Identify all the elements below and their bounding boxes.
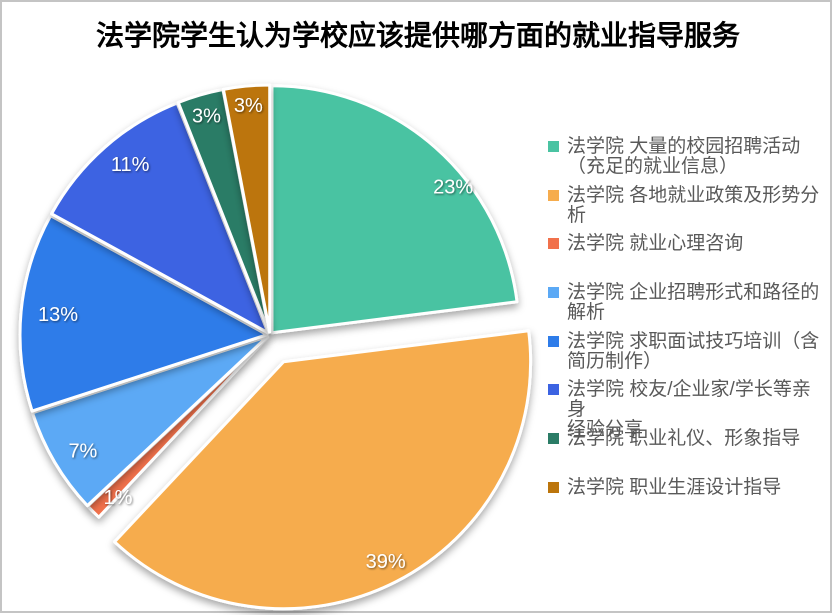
pie-slices-group	[18, 83, 533, 611]
pie-slice-labels-group: 23% 39% 1% 7% 13% 11% 3% 3%	[38, 95, 473, 573]
pie-slice[interactable]	[270, 84, 519, 335]
pie-slice-percent-label: 1%	[104, 487, 133, 509]
legend-label: 法学院 各地就业政策及形势分析	[567, 184, 820, 226]
legend-marker-icon	[548, 335, 559, 347]
pie-slice[interactable]	[113, 329, 533, 611]
pie-slice[interactable]	[221, 83, 272, 334]
legend: 法学院 大量的校园招聘活动 （充足的就业信息） 法学院 各地就业政策及形势分析法学院…	[548, 137, 820, 527]
pie-slice-percent-label: 7%	[68, 440, 97, 462]
legend-marker-icon	[548, 433, 559, 445]
legend-marker-icon	[548, 189, 559, 201]
legend-item[interactable]: 法学院 校友/企业家/学长等亲身 经验分享	[548, 380, 820, 440]
legend-marker-icon	[548, 481, 559, 493]
legend-label: 法学院 求职面试技巧培训（含 简历制作）	[567, 330, 820, 372]
legend-item[interactable]: 法学院 就业心理咨询	[548, 234, 820, 283]
legend-label: 法学院 大量的校园招聘活动 （充足的就业信息）	[567, 136, 801, 177]
legend-marker-icon	[548, 384, 559, 396]
legend-item[interactable]: 法学院 各地就业政策及形势分析	[548, 184, 820, 235]
legend-label: 法学院 职业礼仪、形象指导	[567, 428, 801, 450]
legend-item[interactable]: 法学院 职业礼仪、形象指导	[548, 429, 820, 478]
pie-slice-percent-label: 39%	[366, 551, 406, 573]
pie-slice[interactable]	[50, 101, 270, 335]
pie-slice-percent-label: 23%	[433, 177, 473, 199]
legend-label: 法学院 校友/企业家/学长等亲身 经验分享	[567, 379, 811, 441]
legend-marker-icon	[548, 141, 559, 152]
legend-item[interactable]: 法学院 求职面试技巧培训（含 简历制作）	[548, 330, 820, 381]
pie-slice-percent-label: 11%	[111, 154, 150, 176]
pie-slice-percent-label: 3%	[234, 95, 263, 117]
pie-slice-percent-label: 3%	[192, 105, 221, 127]
legend-label: 法学院 就业心理咨询	[567, 233, 744, 255]
chart-title: 法学院学生认为学校应该提供哪方面的就业指导服务	[95, 20, 740, 51]
legend-label: 法学院 企业招聘形式和路径的 解析	[567, 282, 820, 324]
legend-item[interactable]: 法学院 企业招聘形式和路径的 解析	[548, 283, 820, 332]
legend-item[interactable]: 法学院 职业生涯设计指导	[548, 476, 820, 527]
legend-item[interactable]: 法学院 大量的校园招聘活动 （充足的就业信息）	[548, 137, 820, 186]
pie-slice[interactable]	[18, 214, 269, 413]
legend-marker-icon	[548, 287, 559, 299]
pie-slice-percent-label: 13%	[38, 304, 78, 326]
pie-slice[interactable]	[31, 335, 269, 508]
legend-marker-icon	[548, 238, 559, 250]
legend-label: 法学院 职业生涯设计指导	[567, 476, 782, 498]
